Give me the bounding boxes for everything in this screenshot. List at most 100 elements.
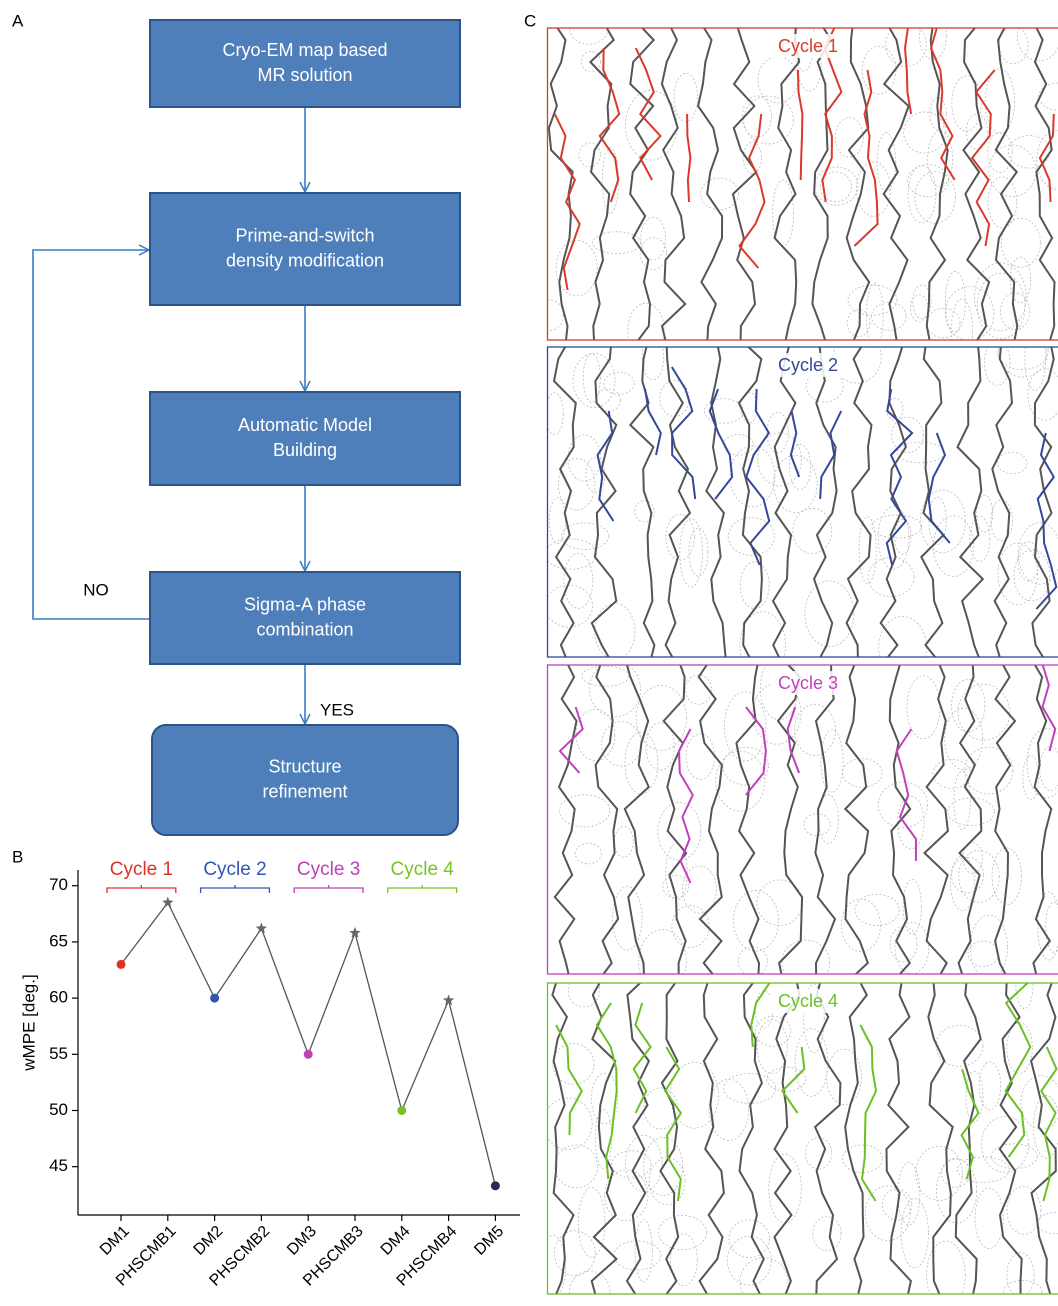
backbone-trace — [928, 973, 952, 1303]
cycle-label: Cycle 2 — [203, 859, 266, 880]
model-trace — [636, 48, 661, 180]
density-mesh — [564, 553, 593, 608]
density-mesh — [782, 940, 830, 985]
density-mesh — [558, 458, 595, 510]
backbone-trace — [736, 655, 759, 985]
density-mesh — [933, 516, 973, 577]
backbone-trace — [630, 18, 654, 348]
density-mesh — [998, 452, 1027, 473]
density-mesh — [658, 802, 701, 860]
panel-label: B — [12, 847, 23, 866]
density-mesh — [1004, 1280, 1042, 1303]
backbone-trace — [958, 337, 983, 667]
density-mesh — [1016, 960, 1033, 1009]
density-mesh — [904, 112, 946, 153]
density-mesh — [1025, 327, 1046, 390]
backbone-trace — [595, 655, 618, 985]
cycle-title: Cycle 4 — [778, 991, 838, 1011]
density-mesh — [614, 826, 633, 857]
density-mesh — [957, 1157, 1009, 1182]
x-tick-label: DM5 — [471, 1223, 507, 1259]
density-mesh — [815, 167, 858, 205]
backbone-trace — [1031, 973, 1056, 1303]
density-mesh — [847, 310, 870, 337]
flow-box — [150, 572, 460, 664]
model-trace — [598, 411, 614, 521]
density-mesh — [733, 890, 778, 951]
backbone-trace — [992, 337, 1012, 667]
backbone-trace — [775, 18, 800, 348]
model-trace — [665, 1047, 681, 1201]
x-tick-label: DM3 — [284, 1223, 320, 1259]
model-trace — [597, 1003, 617, 1179]
cycle-label: Cycle 1 — [110, 859, 173, 880]
density-mesh — [740, 1258, 788, 1306]
density-mesh — [767, 412, 788, 452]
backbone-trace — [699, 655, 722, 985]
star-marker — [349, 927, 360, 938]
y-tick-label: 45 — [49, 1156, 68, 1175]
density-mesh — [898, 796, 924, 849]
flow-text: MR solution — [257, 65, 352, 85]
backbone-trace — [815, 655, 835, 985]
density-mesh — [636, 685, 686, 750]
density-mesh — [541, 1236, 566, 1298]
density-mesh — [680, 519, 703, 587]
density-mesh — [945, 271, 965, 332]
chart-b: 455055606570wMPE [deg.]DM1PHSCMB1DM2PHSC… — [19, 859, 520, 1290]
flow-text: density modification — [226, 250, 384, 270]
density-mesh — [546, 393, 563, 435]
backbone-trace — [845, 973, 867, 1303]
point-marker — [304, 1050, 313, 1059]
backbone-trace — [884, 18, 909, 348]
backbone-trace — [815, 973, 840, 1303]
density-mesh — [582, 666, 629, 686]
x-tick-label: DM2 — [191, 1223, 227, 1259]
density-mesh — [758, 57, 798, 103]
density-mesh — [866, 283, 883, 348]
density-mesh — [660, 380, 689, 416]
flow-text: Cryo-EM map based — [222, 40, 387, 60]
density-mesh — [740, 562, 769, 609]
density-mesh — [916, 1146, 963, 1200]
backbone-trace — [847, 337, 872, 667]
density-mesh — [879, 617, 927, 678]
flow-text: Structure — [268, 756, 341, 776]
density-mesh — [941, 1158, 969, 1187]
y-tick-label: 70 — [49, 875, 68, 894]
model-trace — [1041, 1047, 1056, 1201]
density-mesh — [945, 287, 994, 341]
density-mesh — [975, 1188, 1003, 1249]
density-mesh — [549, 498, 565, 544]
density-mesh — [755, 1016, 791, 1046]
density-mesh — [544, 1098, 593, 1150]
density-mesh — [595, 1109, 611, 1168]
density-mesh — [951, 299, 972, 365]
loop-arrow — [33, 250, 150, 619]
density-mesh — [872, 302, 907, 330]
density-mesh — [689, 528, 708, 576]
density-mesh — [658, 1215, 706, 1249]
backbone-trace — [812, 18, 831, 348]
model-trace — [555, 114, 580, 290]
backbone-trace — [847, 18, 869, 348]
backbone-trace — [554, 337, 576, 667]
cycle-label: Cycle 4 — [391, 859, 455, 880]
model-trace — [860, 1025, 876, 1201]
density-mesh — [727, 1236, 771, 1285]
backbone-trace — [887, 973, 911, 1303]
backbone-trace — [996, 18, 1018, 348]
panel-label: A — [12, 11, 24, 30]
density-mesh — [1040, 747, 1058, 791]
backbone-trace — [959, 655, 982, 985]
density-mesh — [729, 1220, 770, 1258]
density-mesh — [848, 285, 897, 315]
density-mesh — [998, 543, 1038, 605]
density-view — [545, 324, 1058, 680]
density-mesh — [545, 539, 596, 569]
backbone-trace — [1032, 18, 1055, 348]
backbone-trace — [738, 337, 762, 667]
backbone-trace — [592, 337, 617, 667]
backbone-trace — [925, 655, 948, 985]
density-mesh — [576, 709, 615, 760]
